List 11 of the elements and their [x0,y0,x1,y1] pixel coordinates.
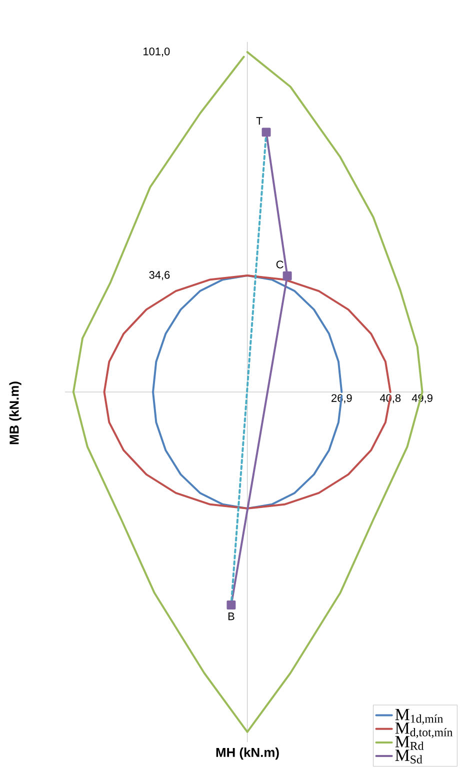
y-tick-label: 34,6 [149,271,170,280]
point [226,600,236,610]
annotation: T [256,117,262,125]
annotation: B [228,612,234,620]
y-axis-title: MB (kN.m) [9,382,22,444]
point [282,271,292,280]
x-axis-title: MH (kN.m) [216,748,279,760]
legend-label: M$_{Sd}$ [395,750,422,764]
annotation: C [276,260,284,268]
y-tick-label: 101,0 [144,48,170,57]
point [262,128,271,137]
